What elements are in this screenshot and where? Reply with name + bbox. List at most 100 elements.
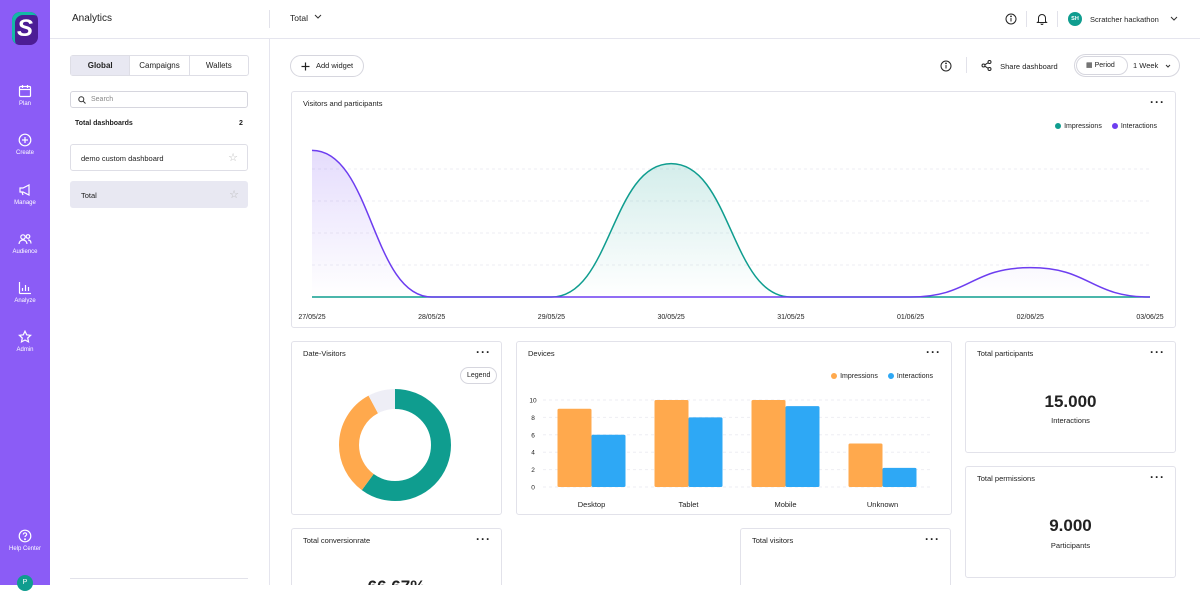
chevron-down-icon (314, 14, 322, 19)
permissions-label: Participants (1050, 541, 1091, 550)
x-tick-label: Desktop (578, 500, 606, 509)
card-title: Visitors and participants (303, 99, 383, 108)
nav-item-help[interactable]: Help Center (0, 529, 50, 552)
total-dashboards-count: 2 (239, 120, 243, 127)
permissions-card: Total permissions ··· 9.000 Participants (965, 466, 1176, 578)
card-title: Devices (528, 349, 555, 358)
more-menu-icon[interactable]: ··· (1150, 345, 1165, 359)
bar-interactions (688, 417, 723, 487)
search-input[interactable]: Search (70, 91, 248, 108)
dashboard-item[interactable]: demo custom dashboard ☆ (70, 144, 248, 171)
devices-card: Devices ··· Impressions Interactions 0 2 4… (516, 341, 952, 515)
divider (1026, 11, 1027, 27)
help-icon (18, 529, 32, 543)
nav-label: Manage (14, 200, 36, 206)
plus-icon (301, 62, 310, 71)
bar-interactions (882, 467, 917, 487)
participants-label: Interactions (1051, 416, 1090, 425)
nav-label: Admin (16, 347, 34, 353)
series-area-interactions (312, 150, 1150, 297)
x-tick-label: 01/06/25 (897, 314, 924, 321)
card-title: Date-Visitors (303, 349, 346, 358)
scope-tabs: Global Campaigns Wallets (70, 55, 249, 76)
nav-item-audience[interactable]: Audience (0, 232, 50, 255)
add-widget-button[interactable]: Add widget (290, 55, 364, 77)
star-icon[interactable]: ☆ (228, 152, 238, 164)
dashboard-selector-label: Total (290, 13, 308, 23)
nav-item-plan[interactable]: Plan (0, 84, 50, 107)
divider (966, 57, 967, 73)
divider (70, 578, 248, 579)
x-tick-label: 02/06/25 (1017, 314, 1044, 321)
period-label: Period (1094, 62, 1115, 69)
top-bar: Analytics Total SH Scratcher hackathon (50, 0, 1200, 39)
info-icon[interactable] (1005, 13, 1017, 25)
nav-item-manage[interactable]: Manage (0, 183, 50, 206)
donut-slice-other (339, 389, 451, 501)
chevron-down-icon (1165, 64, 1171, 68)
info-icon[interactable] (940, 60, 952, 72)
total-dashboards-label: Total dashboards (75, 120, 133, 127)
star-icon[interactable]: ☆ (229, 189, 239, 201)
more-menu-icon[interactable]: ··· (476, 532, 491, 546)
series-area-impressions (312, 163, 1150, 297)
more-menu-icon[interactable]: ··· (476, 345, 491, 359)
dashboard-item[interactable]: Total ☆ (70, 181, 248, 208)
tab-global[interactable]: Global (71, 56, 131, 75)
chart-legend: Impressions Interactions (831, 373, 933, 380)
x-tick-label: 29/05/25 (538, 314, 565, 321)
nav-rail: S Plan Create Manage Audience Analyze Ad… (0, 0, 50, 591)
x-tick-label: 31/05/25 (777, 314, 804, 321)
legend-interactions[interactable]: Interactions (887, 373, 933, 380)
chevron-down-icon[interactable] (1170, 16, 1178, 22)
nav-label: Create (15, 150, 34, 156)
nav-item-create[interactable]: Create (0, 133, 50, 156)
share-dashboard-button[interactable]: Share dashboard (981, 60, 1058, 71)
period-selector[interactable]: ▦ Period 1 Week (1074, 54, 1180, 77)
x-tick-label: 03/06/25 (1136, 314, 1163, 321)
x-tick-label: 27/05/25 (298, 314, 325, 321)
bar-interactions (591, 434, 626, 487)
megaphone-icon (19, 184, 30, 196)
nav-item-analyze[interactable]: Analyze (0, 281, 50, 304)
legend-impressions[interactable]: Impressions (1055, 123, 1102, 130)
y-tick-label: 0 (531, 485, 535, 492)
y-tick-label: 2 (531, 467, 535, 474)
y-tick-label: 4 (531, 450, 535, 457)
app-logo[interactable]: S (12, 12, 38, 45)
more-menu-icon[interactable]: ··· (1150, 95, 1165, 109)
user-initials-badge[interactable]: SH (1068, 12, 1082, 26)
add-widget-label: Add widget (316, 61, 354, 70)
more-menu-icon[interactable]: ··· (1150, 470, 1165, 484)
participants-value: 15.000 (1044, 392, 1097, 411)
legend-button[interactable]: Legend (460, 367, 498, 384)
legend-label: Interactions (1120, 123, 1157, 130)
card-title: Total visitors (752, 536, 794, 545)
bar-chart: 0 2 4 6 8 10 Desktop Tablet Mobile Unknown (529, 398, 931, 509)
x-tick-label: Mobile (774, 500, 796, 509)
bar-impressions (557, 408, 592, 487)
x-tick-label: Unknown (867, 500, 898, 509)
legend-impressions[interactable]: Impressions (831, 373, 878, 380)
tab-campaigns[interactable]: Campaigns (130, 56, 190, 75)
bell-icon[interactable] (1036, 12, 1048, 25)
divider (1057, 11, 1058, 27)
more-menu-icon[interactable]: ··· (926, 345, 941, 359)
line-chart: 27/05/25 28/05/25 29/05/25 30/05/25 31/05/25… (298, 149, 1164, 321)
search-icon (78, 96, 86, 104)
user-avatar[interactable]: P (17, 575, 33, 591)
bar-chart-icon (18, 282, 31, 295)
tab-wallets[interactable]: Wallets (205, 61, 232, 70)
more-menu-icon[interactable]: ··· (925, 532, 940, 546)
card-title: Total permissions (977, 474, 1035, 483)
dashboard-selector[interactable]: Total (290, 13, 322, 23)
nav-item-admin[interactable]: Admin (0, 330, 50, 353)
period-button[interactable]: ▦ Period (1076, 56, 1128, 75)
dashboard-item-label: demo custom dashboard (81, 154, 164, 163)
legend-interactions[interactable]: Interactions (1111, 123, 1157, 130)
visitors-card: Visitors and participants ··· Impression… (291, 91, 1176, 328)
user-name[interactable]: Scratcher hackathon (1090, 15, 1159, 24)
bar-impressions (654, 400, 689, 487)
legend-label: Impressions (840, 373, 878, 380)
week-value: 1 Week (1133, 61, 1159, 70)
